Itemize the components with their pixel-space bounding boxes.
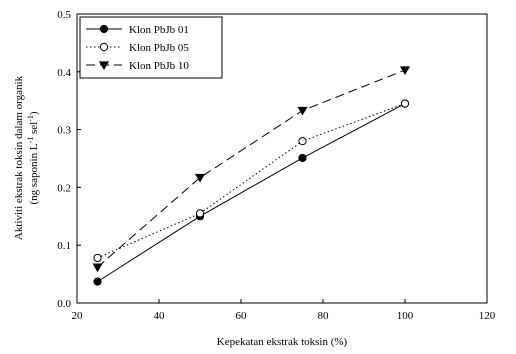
- data-point: [93, 277, 102, 286]
- y-axis-title-line1: Aktiviti ekstrak toksin dalam organik: [13, 75, 25, 240]
- x-tick-label: 100: [397, 310, 414, 322]
- legend-label: Klon PbJb 10: [129, 60, 189, 72]
- y-axis-title-unit: (ng saponin L: [28, 143, 40, 204]
- series-markers: [92, 66, 411, 286]
- series-line-1: [97, 103, 406, 283]
- data-point: [297, 106, 308, 116]
- series-lines: [97, 69, 406, 283]
- data-point: [298, 137, 307, 146]
- data-point: [92, 263, 103, 273]
- legend-entries: Klon PbJb 01 Klon PbJb 05 Klon PbJb 10: [86, 24, 189, 72]
- y-tick-label: 0.4: [57, 67, 71, 79]
- series-line-3: [97, 69, 406, 268]
- legend-marker: [99, 42, 109, 52]
- data-point: [93, 253, 102, 263]
- y-tick-label: 0.0: [57, 298, 71, 310]
- data-point: [400, 99, 410, 108]
- legend: Klon PbJb 01 Klon PbJb 05 Klon PbJb 10: [79, 16, 223, 79]
- x-axis-title: Kepekatan ekstrak toksin (%): [217, 336, 348, 348]
- y-axis-title-sup2: -1: [26, 115, 35, 122]
- y-tick-label: 0.1: [57, 240, 71, 252]
- data-point: [195, 209, 205, 218]
- y-axis-title-mid: sel: [28, 122, 40, 137]
- plot-frame: [76, 13, 488, 304]
- data-point: [399, 66, 411, 76]
- y-axis-title-end: ): [28, 111, 40, 115]
- x-tick-label: 80: [318, 310, 330, 322]
- legend-label: Klon PbJb 01: [129, 24, 189, 36]
- x-tick-label: 20: [72, 310, 84, 322]
- data-point: [194, 173, 206, 183]
- axis-ticks: 20 40 60 80 100 120 0.0 0.1 0.2 0.3 0.4 0.5: [57, 9, 496, 322]
- y-tick-label: 0.2: [57, 182, 71, 194]
- data-point: [298, 153, 307, 163]
- legend-label: Klon PbJb 05: [129, 42, 189, 54]
- y-tick-label: 0.3: [57, 125, 71, 137]
- y-tick-label: 0.5: [57, 9, 71, 21]
- series-line-2: [97, 103, 406, 259]
- x-tick-label: 120: [479, 310, 496, 322]
- x-tick-label: 60: [236, 310, 248, 322]
- legend-marker: [98, 61, 110, 70]
- y-axis-title-sup1: -1: [26, 137, 35, 144]
- x-tick-label: 40: [154, 310, 166, 322]
- y-axis-title-line2: (ng saponin L-1 sel-1): [26, 111, 40, 204]
- legend-marker: [99, 24, 109, 34]
